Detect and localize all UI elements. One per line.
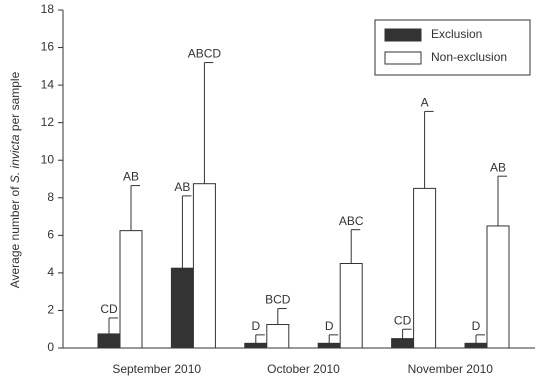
x-group-label: October 2010 (267, 362, 340, 376)
significance-letter: AB (123, 170, 139, 184)
y-tick-label: 16 (41, 40, 55, 54)
significance-letter: ABCD (188, 47, 222, 61)
y-tick-label: 4 (47, 265, 54, 279)
bar (486, 225, 510, 349)
y-label-part: S. invicta (8, 134, 22, 183)
significance-letter: D (472, 319, 481, 333)
y-label-part: per sample (8, 71, 22, 134)
y-tick-label: 10 (41, 152, 55, 166)
bar (266, 324, 290, 349)
bar (192, 183, 216, 349)
significance-letter: A (421, 96, 429, 110)
y-tick-label: 12 (41, 115, 55, 129)
bar (97, 333, 121, 349)
y-label-part: Average number of (8, 183, 22, 288)
bar (464, 342, 488, 349)
y-tick-label: 6 (47, 228, 54, 242)
significance-letter: ABC (339, 214, 364, 228)
bar (317, 342, 341, 349)
legend-label: Non-exclusion (431, 50, 507, 64)
significance-letter: AB (490, 160, 506, 174)
significance-letter: AB (174, 180, 190, 194)
legend-swatch (384, 51, 422, 65)
significance-letter: CD (394, 313, 412, 327)
legend-swatch (384, 28, 422, 42)
y-tick-label: 14 (41, 77, 55, 91)
y-tick-label: 2 (47, 303, 54, 317)
significance-letter: D (251, 319, 260, 333)
significance-letter: CD (100, 302, 118, 316)
y-tick-label: 0 (47, 340, 54, 354)
bar (413, 187, 437, 349)
x-group-label: September 2010 (112, 362, 201, 376)
bar (391, 338, 415, 349)
significance-letter: BCD (265, 293, 291, 307)
bar (119, 230, 143, 349)
y-tick-label: 8 (47, 190, 54, 204)
bar (339, 263, 363, 349)
y-axis-label: Average number of S. invicta per sample (8, 71, 22, 288)
y-tick-label: 18 (41, 2, 55, 16)
x-group-label: November 2010 (408, 362, 494, 376)
bar (170, 267, 194, 349)
significance-letter: D (325, 319, 334, 333)
legend-label: Exclusion (431, 27, 482, 41)
bar (244, 342, 268, 349)
